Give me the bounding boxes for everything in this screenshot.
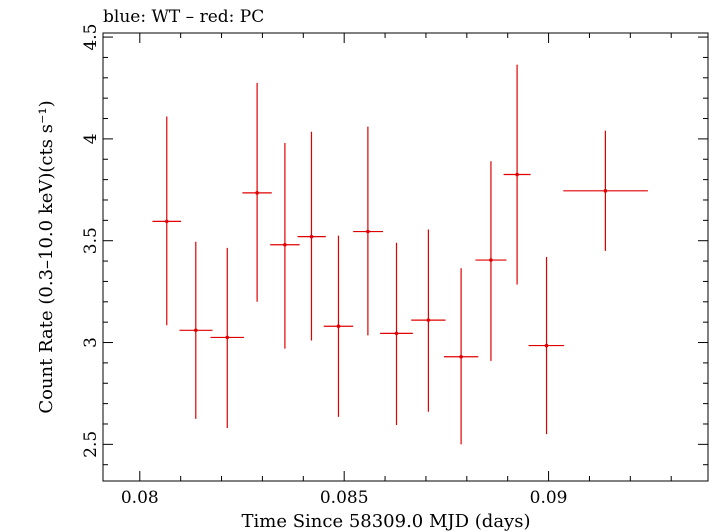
- data-point: [563, 130, 648, 251]
- data-point: [179, 241, 213, 419]
- data-point: [380, 242, 413, 425]
- point-marker: [515, 172, 519, 177]
- y-axis-tick-labels: 2.5 3 3.5 4 4.5: [81, 24, 101, 458]
- point-marker: [459, 354, 463, 359]
- point-marker: [225, 335, 230, 340]
- chart-title: blue: WT – red: PC: [103, 7, 264, 27]
- data-point: [353, 126, 384, 336]
- x-tick-label: 0.085: [320, 488, 369, 508]
- data-point: [297, 131, 326, 341]
- point-marker: [193, 328, 198, 333]
- point-marker: [426, 318, 431, 322]
- data-point: [210, 247, 245, 429]
- data-point: [475, 161, 507, 361]
- point-marker: [603, 189, 608, 193]
- x-axis-label: Time Since 58309.0 MJD (days): [241, 511, 530, 532]
- data-series: [152, 64, 648, 445]
- y-tick-label: 3: [81, 337, 101, 348]
- data-point: [152, 116, 182, 326]
- x-tick-label: 0.08: [121, 488, 159, 508]
- y-tick-label: 2.5: [81, 431, 101, 458]
- y-tick-label: 3.5: [81, 227, 101, 254]
- data-point: [242, 82, 272, 302]
- plot-frame: [102, 32, 709, 482]
- y-axis-ticks: [103, 36, 708, 466]
- point-marker: [489, 258, 493, 262]
- x-tick-label: 0.09: [530, 488, 568, 508]
- y-axis-label: Count Rate (0.3–10.0 keV)(cts s⁻¹): [36, 100, 57, 413]
- point-marker: [544, 343, 549, 348]
- point-marker: [394, 331, 399, 336]
- x-axis-ticks: [139, 33, 672, 481]
- point-marker: [309, 234, 314, 239]
- y-tick-label: 4: [81, 133, 101, 144]
- data-point: [528, 257, 565, 435]
- point-marker: [255, 191, 259, 195]
- point-marker: [366, 229, 370, 234]
- x-axis-tick-labels: 0.08 0.085 0.09: [121, 488, 568, 508]
- data-point: [323, 235, 354, 417]
- data-point: [443, 268, 479, 445]
- data-point: [503, 64, 531, 285]
- data-point: [411, 229, 446, 412]
- point-marker: [164, 219, 169, 224]
- point-marker: [336, 324, 341, 329]
- point-marker: [283, 242, 287, 247]
- data-point: [270, 142, 300, 349]
- y-tick-label: 4.5: [81, 24, 101, 51]
